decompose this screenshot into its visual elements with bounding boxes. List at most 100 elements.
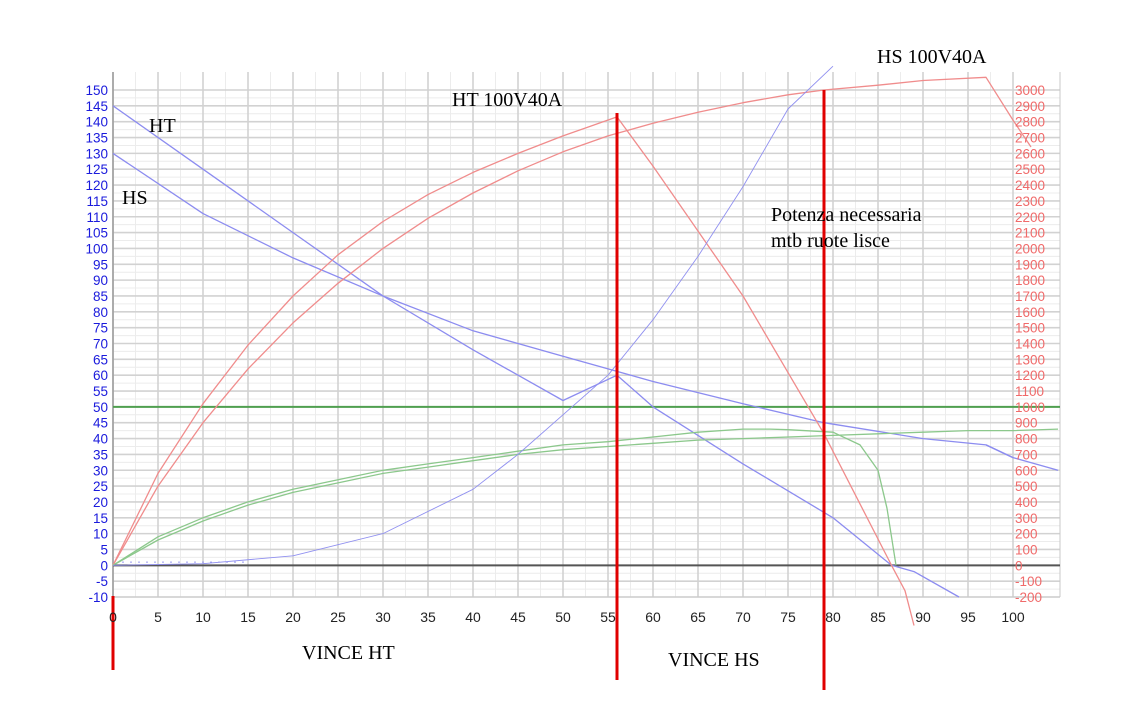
right-tick-label: 700 <box>1015 447 1038 462</box>
right-tick-label: -100 <box>1015 574 1042 589</box>
annotation-potenza-line1: Potenza necessaria <box>771 204 922 226</box>
left-tick-label: 40 <box>93 432 108 447</box>
annotation-ht: HT <box>149 115 176 137</box>
right-tick-label: 2300 <box>1015 194 1045 209</box>
left-tick-label: 150 <box>85 83 108 98</box>
right-tick-label: 900 <box>1015 416 1038 431</box>
right-tick-label: 0 <box>1015 558 1023 573</box>
right-tick-label: 2000 <box>1015 241 1045 256</box>
x-tick-label: 45 <box>510 609 526 625</box>
left-tick-label: 130 <box>85 146 108 161</box>
tick-labels: -10-505101520253035404550556065707580859… <box>85 83 1045 625</box>
right-tick-label: 1600 <box>1015 305 1045 320</box>
series-hs_power <box>112 76 1032 566</box>
annotation-vince-ht: VINCE HT <box>302 642 395 664</box>
x-tick-label: 85 <box>870 609 886 625</box>
left-tick-label: 120 <box>85 178 108 193</box>
series-ht_power <box>112 116 915 626</box>
left-tick-label: 30 <box>93 463 108 478</box>
left-tick-label: 25 <box>93 479 108 494</box>
right-tick-label: 2100 <box>1015 226 1045 241</box>
left-tick-label: 125 <box>85 162 108 177</box>
right-tick-label: 1500 <box>1015 321 1045 336</box>
left-tick-label: 70 <box>93 337 108 352</box>
right-tick-label: 2700 <box>1015 131 1045 146</box>
x-tick-label: 50 <box>555 609 571 625</box>
axes <box>112 72 1061 605</box>
left-tick-label: 60 <box>93 368 108 383</box>
x-tick-label: 15 <box>240 609 256 625</box>
grid-major <box>112 72 1060 598</box>
left-tick-label: 50 <box>93 400 108 415</box>
left-tick-label: 45 <box>93 416 108 431</box>
series-hs_torque_tail <box>985 444 1059 471</box>
right-tick-label: 300 <box>1015 511 1038 526</box>
annotation-hs: HS <box>122 187 148 209</box>
left-tick-label: 5 <box>100 542 108 557</box>
grid-minor <box>113 72 1060 597</box>
x-tick-label: 55 <box>600 609 616 625</box>
right-tick-label: 2200 <box>1015 210 1045 225</box>
right-tick-label: 1900 <box>1015 257 1045 272</box>
left-tick-label: 85 <box>93 289 108 304</box>
x-tick-label: 40 <box>465 609 481 625</box>
x-tick-label: 5 <box>154 609 162 625</box>
right-tick-label: 600 <box>1015 463 1038 478</box>
x-tick-label: 90 <box>915 609 931 625</box>
left-tick-label: 75 <box>93 321 108 336</box>
right-tick-label: 1400 <box>1015 337 1045 352</box>
annotation-potenza-line2: mtb ruote lisce <box>771 230 890 252</box>
right-tick-label: 1700 <box>1015 289 1045 304</box>
right-tick-label: 800 <box>1015 432 1038 447</box>
left-tick-label: -5 <box>96 574 108 589</box>
x-tick-label: 80 <box>825 609 841 625</box>
right-tick-label: 1200 <box>1015 368 1045 383</box>
annotation-vince-hs: VINCE HS <box>668 649 760 671</box>
right-tick-label: 1800 <box>1015 273 1045 288</box>
annotation-ht-100v40a: HT 100V40A <box>452 89 563 111</box>
left-tick-label: 110 <box>86 210 108 225</box>
left-tick-label: 105 <box>85 226 108 241</box>
right-tick-label: 1000 <box>1015 400 1045 415</box>
x-tick-label: 95 <box>960 609 976 625</box>
left-tick-label: 35 <box>93 447 108 462</box>
reference-lines <box>113 405 1060 567</box>
x-tick-label: 0 <box>109 609 117 625</box>
x-tick-label: 75 <box>780 609 796 625</box>
x-tick-label: 60 <box>645 609 661 625</box>
x-tick-label: 20 <box>285 609 301 625</box>
right-tick-label: 2800 <box>1015 115 1045 130</box>
left-tick-label: 140 <box>85 115 108 130</box>
left-tick-label: -10 <box>88 590 108 605</box>
left-tick-label: 20 <box>93 495 108 510</box>
series-hs_efficiency <box>112 428 1059 566</box>
right-tick-label: 2600 <box>1015 146 1045 161</box>
right-tick-label: -200 <box>1015 590 1042 605</box>
right-tick-label: 400 <box>1015 495 1038 510</box>
left-tick-label: 55 <box>93 384 108 399</box>
marker-lines <box>111 90 826 690</box>
right-tick-label: 2400 <box>1015 178 1045 193</box>
right-tick-label: 500 <box>1015 479 1038 494</box>
left-tick-label: 100 <box>85 241 108 256</box>
left-tick-label: 145 <box>85 99 108 114</box>
right-tick-label: 100 <box>1015 542 1038 557</box>
series-ht_efficiency <box>112 428 897 566</box>
x-tick-label: 35 <box>420 609 436 625</box>
left-tick-label: 90 <box>93 273 108 288</box>
left-tick-label: 115 <box>86 194 108 209</box>
x-tick-label: 70 <box>735 609 751 625</box>
left-tick-label: 0 <box>100 558 108 573</box>
series-required_power <box>112 65 834 566</box>
series-group <box>112 65 1059 626</box>
left-tick-label: 95 <box>93 257 108 272</box>
right-tick-label: 1100 <box>1015 384 1044 399</box>
left-tick-label: 65 <box>93 352 108 367</box>
series-hs_torque <box>112 152 1014 459</box>
right-tick-label: 2500 <box>1015 162 1045 177</box>
right-tick-label: 2900 <box>1015 99 1045 114</box>
right-tick-label: 200 <box>1015 527 1038 542</box>
left-tick-label: 135 <box>85 131 108 146</box>
x-tick-label: 25 <box>330 609 346 625</box>
